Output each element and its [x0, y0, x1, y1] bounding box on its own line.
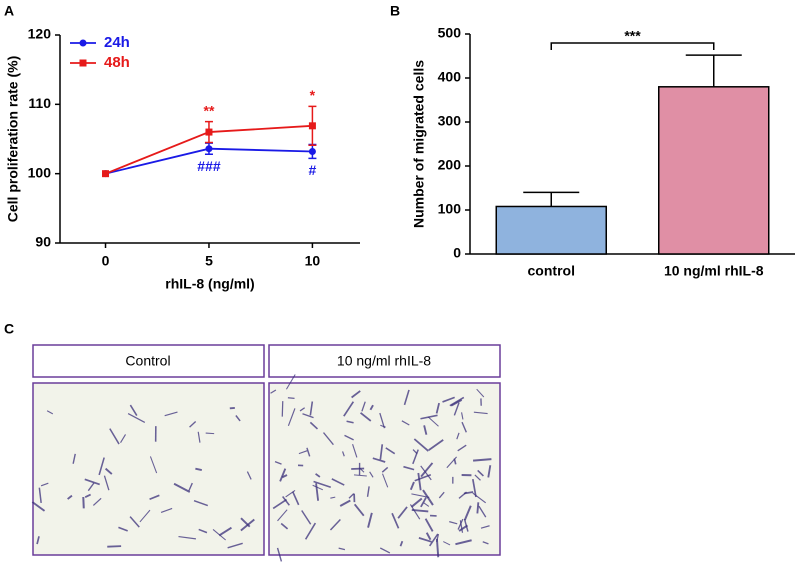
column-header: 10 ng/ml rhIL-8	[337, 353, 431, 369]
cell	[477, 502, 478, 513]
legend-label: 48h	[104, 54, 130, 71]
marker	[205, 129, 212, 136]
bar	[496, 206, 606, 254]
cell	[206, 433, 214, 434]
cell	[195, 469, 201, 470]
legend-marker	[80, 40, 87, 47]
y-axis-label: Cell proliferation rate (%)	[5, 56, 21, 222]
panel-label: A	[4, 3, 14, 19]
cell	[437, 539, 438, 557]
panel-label: B	[390, 3, 400, 19]
cell	[288, 398, 295, 399]
y-tick-label: 120	[28, 26, 52, 42]
column-header: Control	[125, 353, 170, 369]
y-tick-label: 100	[28, 164, 52, 180]
significance-label: **	[204, 102, 215, 118]
bar	[659, 87, 769, 254]
error-bar	[523, 192, 579, 206]
significance-label: ###	[197, 158, 221, 174]
marker	[205, 145, 212, 152]
marker	[309, 122, 316, 129]
y-tick-label: 100	[438, 201, 462, 217]
panel-label: C	[4, 321, 14, 337]
x-tick-label: control	[528, 263, 575, 279]
y-tick-label: 300	[438, 113, 462, 129]
significance-label: #	[309, 162, 317, 178]
y-tick-label: 200	[438, 157, 462, 173]
significance-bracket	[551, 43, 714, 50]
legend-label: 24h	[104, 34, 130, 51]
x-tick-label: 0	[102, 253, 110, 269]
y-axis-label: Number of migrated cells	[411, 60, 427, 228]
marker	[102, 170, 109, 177]
significance-label: ***	[624, 28, 641, 44]
y-tick-label: 0	[453, 245, 461, 261]
marker	[309, 148, 316, 155]
y-tick-label: 110	[28, 95, 51, 111]
cell	[107, 546, 121, 547]
x-tick-label: 10	[305, 253, 321, 269]
significance-label: *	[310, 87, 316, 103]
x-tick-label: 10 ng/ml rhIL-8	[664, 263, 764, 279]
legend-marker	[80, 60, 87, 67]
y-tick-label: 90	[35, 234, 51, 250]
x-axis-label: rhIL-8 (ng/ml)	[165, 276, 254, 292]
error-bar	[686, 55, 742, 87]
y-tick-label: 500	[438, 25, 462, 41]
y-tick-label: 400	[438, 69, 462, 85]
x-tick-label: 5	[205, 253, 213, 269]
